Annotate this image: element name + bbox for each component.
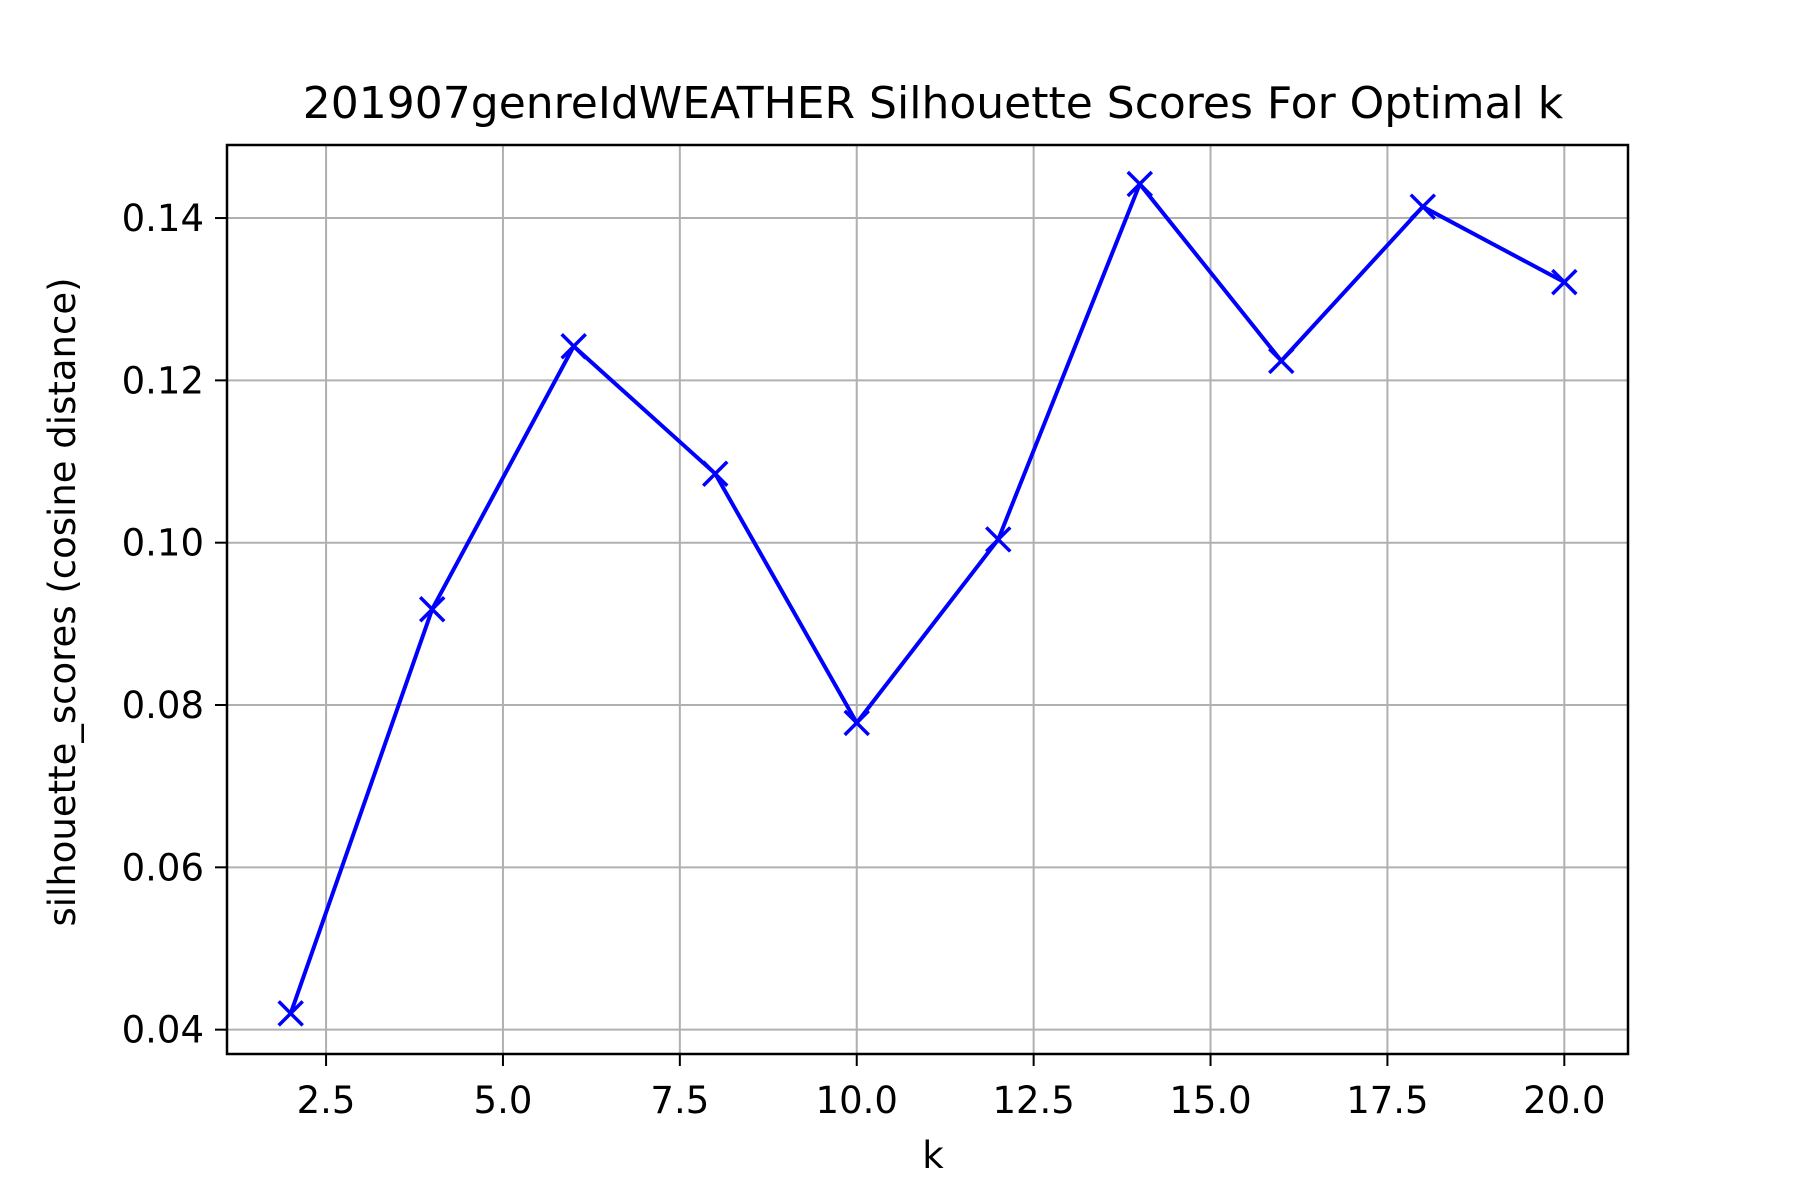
x-axis-label: k xyxy=(922,1134,944,1177)
grid xyxy=(227,145,1628,1054)
x-tick-label: 12.5 xyxy=(992,1079,1074,1122)
y-tick-label: 0.14 xyxy=(122,197,204,240)
x-tick-label: 2.5 xyxy=(297,1079,356,1122)
y-tick-label: 0.12 xyxy=(122,359,204,402)
data-point-marker xyxy=(1126,170,1154,198)
x-tick-label: 17.5 xyxy=(1346,1079,1428,1122)
data-point-marker xyxy=(985,526,1012,553)
data-point-marker xyxy=(1268,347,1295,375)
x-tick-label: 20.0 xyxy=(1523,1079,1605,1122)
plot-area-frame xyxy=(225,143,1630,1056)
y-axis-label: silhouette_scores (cosine distance) xyxy=(41,277,84,926)
y-tick-label: 0.10 xyxy=(122,522,204,565)
y-tick-label: 0.08 xyxy=(122,684,204,727)
series-layer xyxy=(277,170,1578,1027)
data-point-marker xyxy=(560,333,587,360)
data-point-marker xyxy=(1551,268,1578,296)
data-point-marker xyxy=(701,460,729,487)
x-tick-label: 7.5 xyxy=(650,1079,709,1122)
x-tick-label: 10.0 xyxy=(816,1079,898,1122)
series-line xyxy=(288,181,1566,1015)
chart-title: 201907genreIdWEATHER Silhouette Scores F… xyxy=(303,78,1564,129)
x-axis-ticks: 2.5 5.0 7.5 10.0 12.5 15.0 17.5 20.0 xyxy=(297,1054,1606,1122)
x-tick-label: 15.0 xyxy=(1169,1079,1251,1122)
x-tick-label: 5.0 xyxy=(474,1079,533,1122)
y-tick-label: 0.06 xyxy=(122,846,204,889)
data-point-marker xyxy=(418,596,446,623)
y-tick-label: 0.04 xyxy=(122,1009,204,1052)
data-point-marker xyxy=(843,709,870,737)
data-point-marker xyxy=(1409,193,1437,220)
data-point-marker xyxy=(277,1000,304,1027)
y-axis-ticks: 0.04 0.06 0.08 0.10 0.12 0.14 xyxy=(122,197,227,1052)
